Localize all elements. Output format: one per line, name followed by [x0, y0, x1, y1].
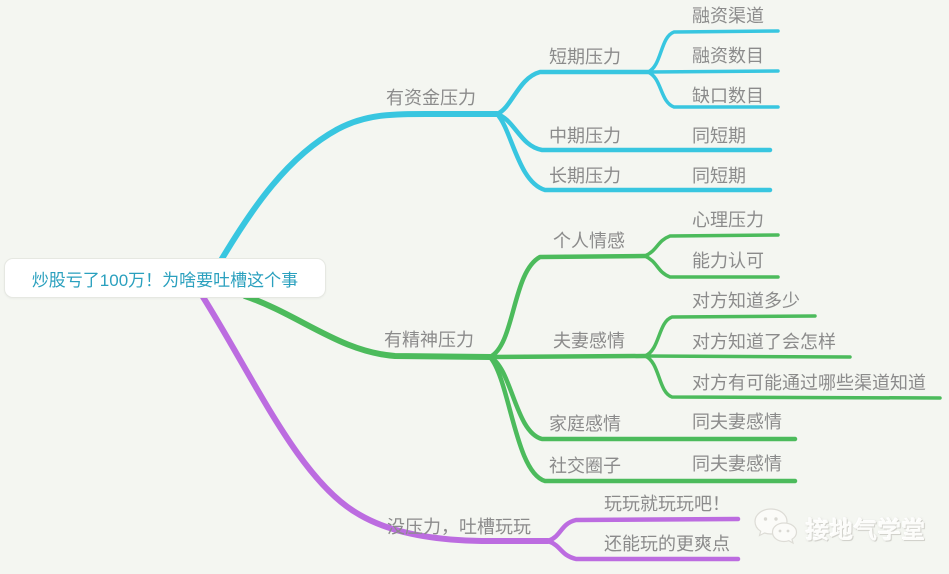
node-ability-recognition[interactable]: 能力认可	[692, 251, 764, 271]
edge-personal-ability	[643, 254, 780, 279]
edge-funds-longterm	[494, 111, 773, 193]
node-same-as-shortterm-1[interactable]: 同短期	[692, 126, 746, 146]
node-mental-pressure[interactable]: 有精神压力	[384, 330, 474, 350]
wechat-bubbles-icon	[754, 508, 798, 545]
edge-mental-family	[487, 354, 798, 442]
node-spouse-knows-howmuch[interactable]: 对方知道多少	[692, 291, 800, 311]
node-family-feelings[interactable]: 家庭感情	[549, 414, 621, 434]
edge-funds-midterm	[494, 111, 773, 153]
edge-root-fun	[200, 294, 551, 544]
edge-shortterm-gap	[646, 70, 780, 109]
node-spouse-knows-whatif[interactable]: 对方知道了会怎样	[692, 332, 836, 352]
edge-mental-personal	[487, 253, 648, 360]
node-play-more-fun[interactable]: 还能玩的更爽点	[604, 534, 730, 554]
root-node[interactable]: 炒股亏了100万！为啥要吐槽这个事	[4, 258, 326, 298]
node-just-play[interactable]: 玩玩就玩玩吧！	[604, 494, 730, 514]
node-same-as-shortterm-2[interactable]: 同短期	[692, 166, 746, 186]
node-midterm-pressure[interactable]: 中期压力	[549, 126, 621, 146]
node-financing-channel[interactable]: 融资渠道	[692, 6, 764, 26]
node-longterm-pressure[interactable]: 长期压力	[549, 166, 621, 186]
node-spouse-knows-channels[interactable]: 对方有可能通过哪些渠道知道	[692, 373, 926, 393]
watermark: 接地气学堂	[750, 506, 926, 550]
edge-spouse-whatif	[643, 354, 852, 359]
node-psych-pressure[interactable]: 心理压力	[692, 210, 764, 230]
edge-shortterm-channel	[646, 29, 780, 74]
node-funds-pressure[interactable]: 有资金压力	[386, 88, 476, 108]
node-shortterm-pressure[interactable]: 短期压力	[549, 47, 621, 67]
edge-fun-morefun	[545, 538, 741, 562]
node-spouse-feelings[interactable]: 夫妻感情	[553, 331, 625, 351]
edge-spouse-channels	[643, 354, 942, 400]
node-financing-amount[interactable]: 融资数目	[692, 46, 764, 66]
edge-spouse-howmuch	[643, 314, 817, 358]
node-same-as-spouse-1[interactable]: 同夫妻感情	[692, 412, 782, 432]
node-gap-amount[interactable]: 缺口数目	[692, 86, 764, 106]
node-same-as-spouse-2[interactable]: 同夫妻感情	[692, 454, 782, 474]
node-no-pressure[interactable]: 没压力，吐槽玩玩	[387, 517, 531, 537]
edge-fun-justplay	[545, 516, 741, 544]
node-personal-feelings[interactable]: 个人情感	[553, 231, 625, 251]
edge-mental-spouse	[487, 353, 648, 360]
edge-root-funds	[217, 110, 500, 265]
edge-root-mental	[242, 293, 493, 360]
edge-personal-psych	[643, 233, 780, 258]
edge-mental-social	[487, 354, 798, 484]
edge-funds-shortterm	[494, 69, 651, 117]
edge-shortterm-amount	[646, 69, 780, 74]
node-social-circle[interactable]: 社交圈子	[549, 456, 621, 476]
watermark-text: 接地气学堂	[806, 517, 926, 543]
